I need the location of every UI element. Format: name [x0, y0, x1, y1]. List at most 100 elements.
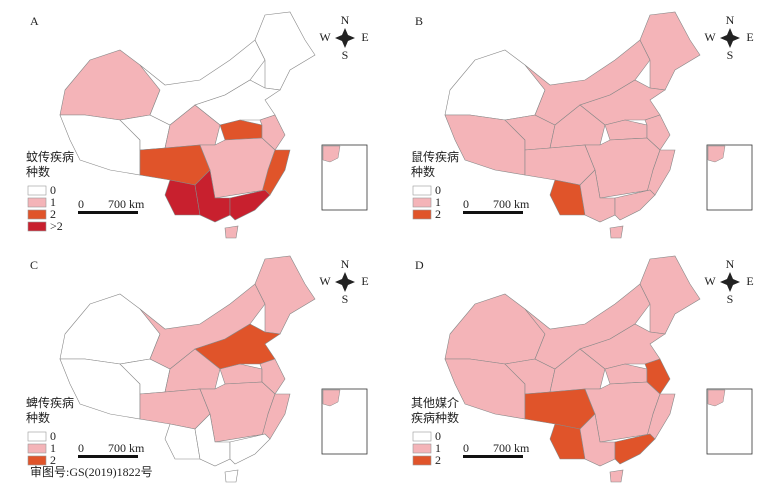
legend-label: 0 [435, 429, 441, 443]
compass-s: S [342, 292, 349, 306]
province-region [164, 179, 201, 216]
panel-label: B [415, 14, 423, 28]
compass-n: N [341, 257, 350, 271]
compass-e: E [361, 30, 368, 44]
legend-label: 1 [50, 195, 56, 209]
inset-map [706, 144, 753, 211]
province-region [549, 179, 586, 216]
province-region [444, 293, 546, 365]
legend-swatch [412, 455, 432, 466]
scale-start: 0 [78, 197, 84, 211]
legend-label: 1 [50, 441, 56, 455]
legend-title: 种数 [411, 164, 435, 179]
province-region [614, 433, 656, 465]
legend-title: 疾病种数 [411, 410, 459, 425]
province-region [139, 388, 211, 430]
province-region [609, 225, 624, 239]
legend-swatch [27, 455, 47, 466]
inset-map [706, 388, 753, 455]
province-region [224, 225, 239, 239]
compass-e: E [746, 274, 753, 288]
legend-swatch [412, 209, 432, 220]
compass-e: E [361, 274, 368, 288]
compass-star [335, 272, 355, 292]
inset-map [321, 388, 368, 455]
legend-swatch [27, 185, 47, 196]
inset-map [321, 144, 368, 211]
province-region [609, 469, 624, 483]
compass-star [720, 272, 740, 292]
scale-end: 700 km [108, 197, 145, 211]
compass-n: N [341, 13, 350, 27]
legend-swatch [412, 185, 432, 196]
legend-label: 2 [435, 453, 441, 467]
province-region [164, 423, 201, 460]
compass-w: W [704, 274, 716, 288]
province-region [639, 11, 701, 91]
legend-label: 1 [435, 195, 441, 209]
legend-swatch [27, 431, 47, 442]
legend-title: 蜱传疾病 [26, 395, 74, 410]
province-region [59, 49, 161, 121]
approval-number: 审图号:GS(2019)1822号 [30, 464, 153, 479]
province-region [229, 433, 271, 465]
legend-swatch [27, 221, 47, 232]
inset-land [322, 389, 341, 407]
legend-label: 0 [435, 183, 441, 197]
legend-swatch [27, 443, 47, 454]
province-region [254, 255, 316, 335]
legend-swatch [412, 443, 432, 454]
legend-label: >2 [50, 219, 63, 233]
compass-n: N [726, 13, 735, 27]
legend-label: 0 [50, 429, 56, 443]
compass-w: W [319, 30, 331, 44]
legend-title: 种数 [26, 410, 50, 425]
province-region [549, 423, 586, 460]
scale-bar [78, 211, 138, 214]
compass-s: S [727, 292, 734, 306]
province-region [224, 469, 239, 483]
province-region [229, 189, 271, 221]
legend-title: 蚊传疾病 [26, 149, 74, 164]
inset-land [322, 145, 341, 163]
province-region [444, 49, 546, 121]
legend-label: 2 [50, 453, 56, 467]
panel-label: C [30, 258, 38, 272]
scale-end: 700 km [493, 197, 530, 211]
panel-label: D [415, 258, 424, 272]
compass-w: W [319, 274, 331, 288]
compass-star [720, 28, 740, 48]
province-region [524, 388, 596, 430]
province-region [59, 293, 161, 365]
legend-swatch [412, 431, 432, 442]
legend-label: 0 [50, 183, 56, 197]
province-region [254, 11, 316, 91]
scale-start: 0 [78, 441, 84, 455]
compass-e: E [746, 30, 753, 44]
panel-label: A [30, 14, 39, 28]
scale-bar [78, 455, 138, 458]
scale-bar [463, 455, 523, 458]
compass-n: N [726, 257, 735, 271]
legend-swatch [412, 197, 432, 208]
scale-end: 700 km [493, 441, 530, 455]
inset-land [707, 389, 726, 407]
province-region [139, 144, 211, 186]
compass-star [335, 28, 355, 48]
scale-bar [463, 211, 523, 214]
scale-start: 0 [463, 441, 469, 455]
province-region [524, 144, 596, 186]
legend-title: 鼠传疾病 [411, 149, 459, 164]
legend-swatch [27, 209, 47, 220]
legend-label: 2 [50, 207, 56, 221]
inset-land [707, 145, 726, 163]
legend-title: 种数 [26, 164, 50, 179]
compass-w: W [704, 30, 716, 44]
legend-title: 其他媒介 [411, 396, 459, 410]
province-region [614, 189, 656, 221]
